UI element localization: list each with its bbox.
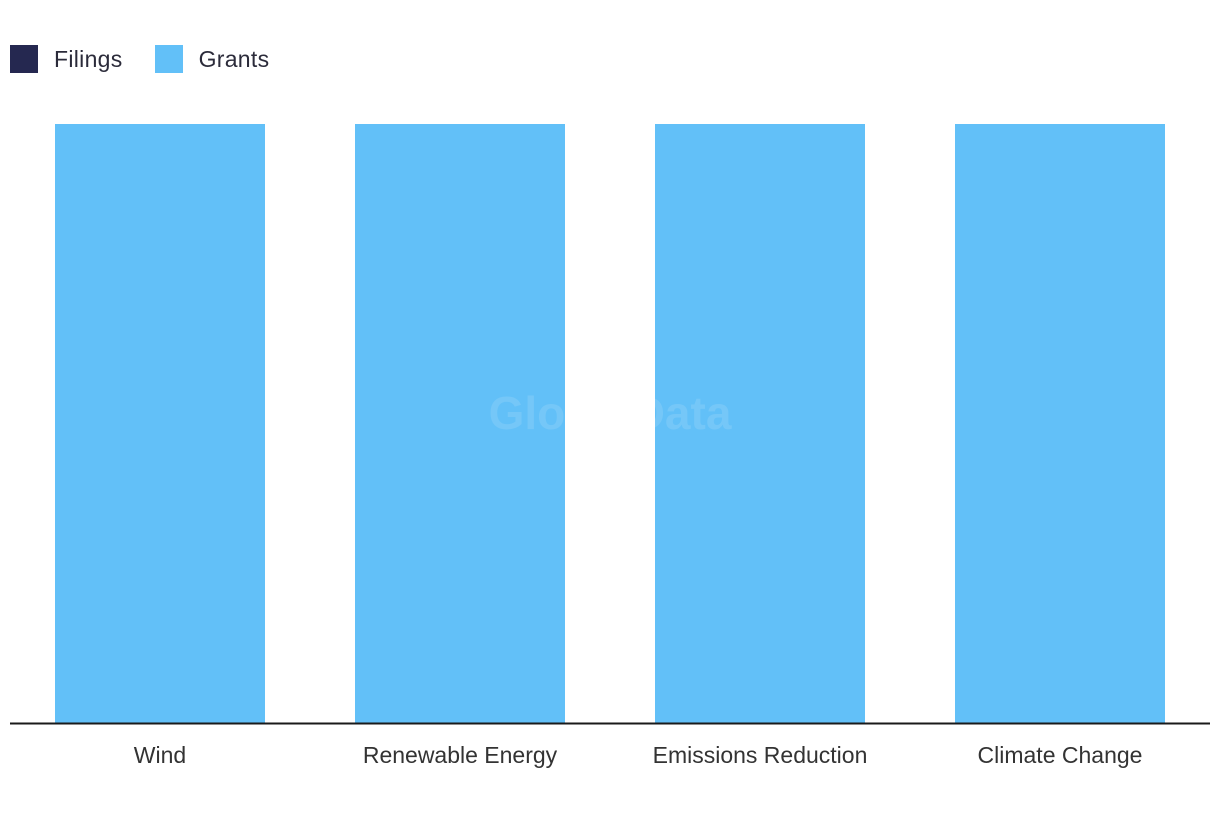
x-tick-label: Climate Change (978, 742, 1143, 768)
x-tick-label: Wind (134, 742, 186, 768)
legend-swatch-grants (154, 45, 183, 73)
chart-legend: Filings Grants (10, 43, 301, 75)
legend-swatch-filings (10, 45, 38, 73)
legend-label-filings: Filings (54, 45, 123, 72)
legend-label-grants: Grants (198, 45, 270, 72)
legend-item-grants[interactable]: Grants (154, 45, 270, 73)
bar-grants-emissions-reduction[interactable] (655, 124, 865, 723)
bar-grants-climate-change[interactable] (955, 124, 1165, 723)
x-tick-label: Renewable Energy (363, 742, 558, 768)
legend-item-filings[interactable]: Filings (10, 45, 123, 73)
bar-grants-wind[interactable] (55, 124, 265, 723)
bar-grants-renewable-energy[interactable] (355, 124, 565, 723)
x-tick-label: Emissions Reduction (653, 742, 868, 768)
